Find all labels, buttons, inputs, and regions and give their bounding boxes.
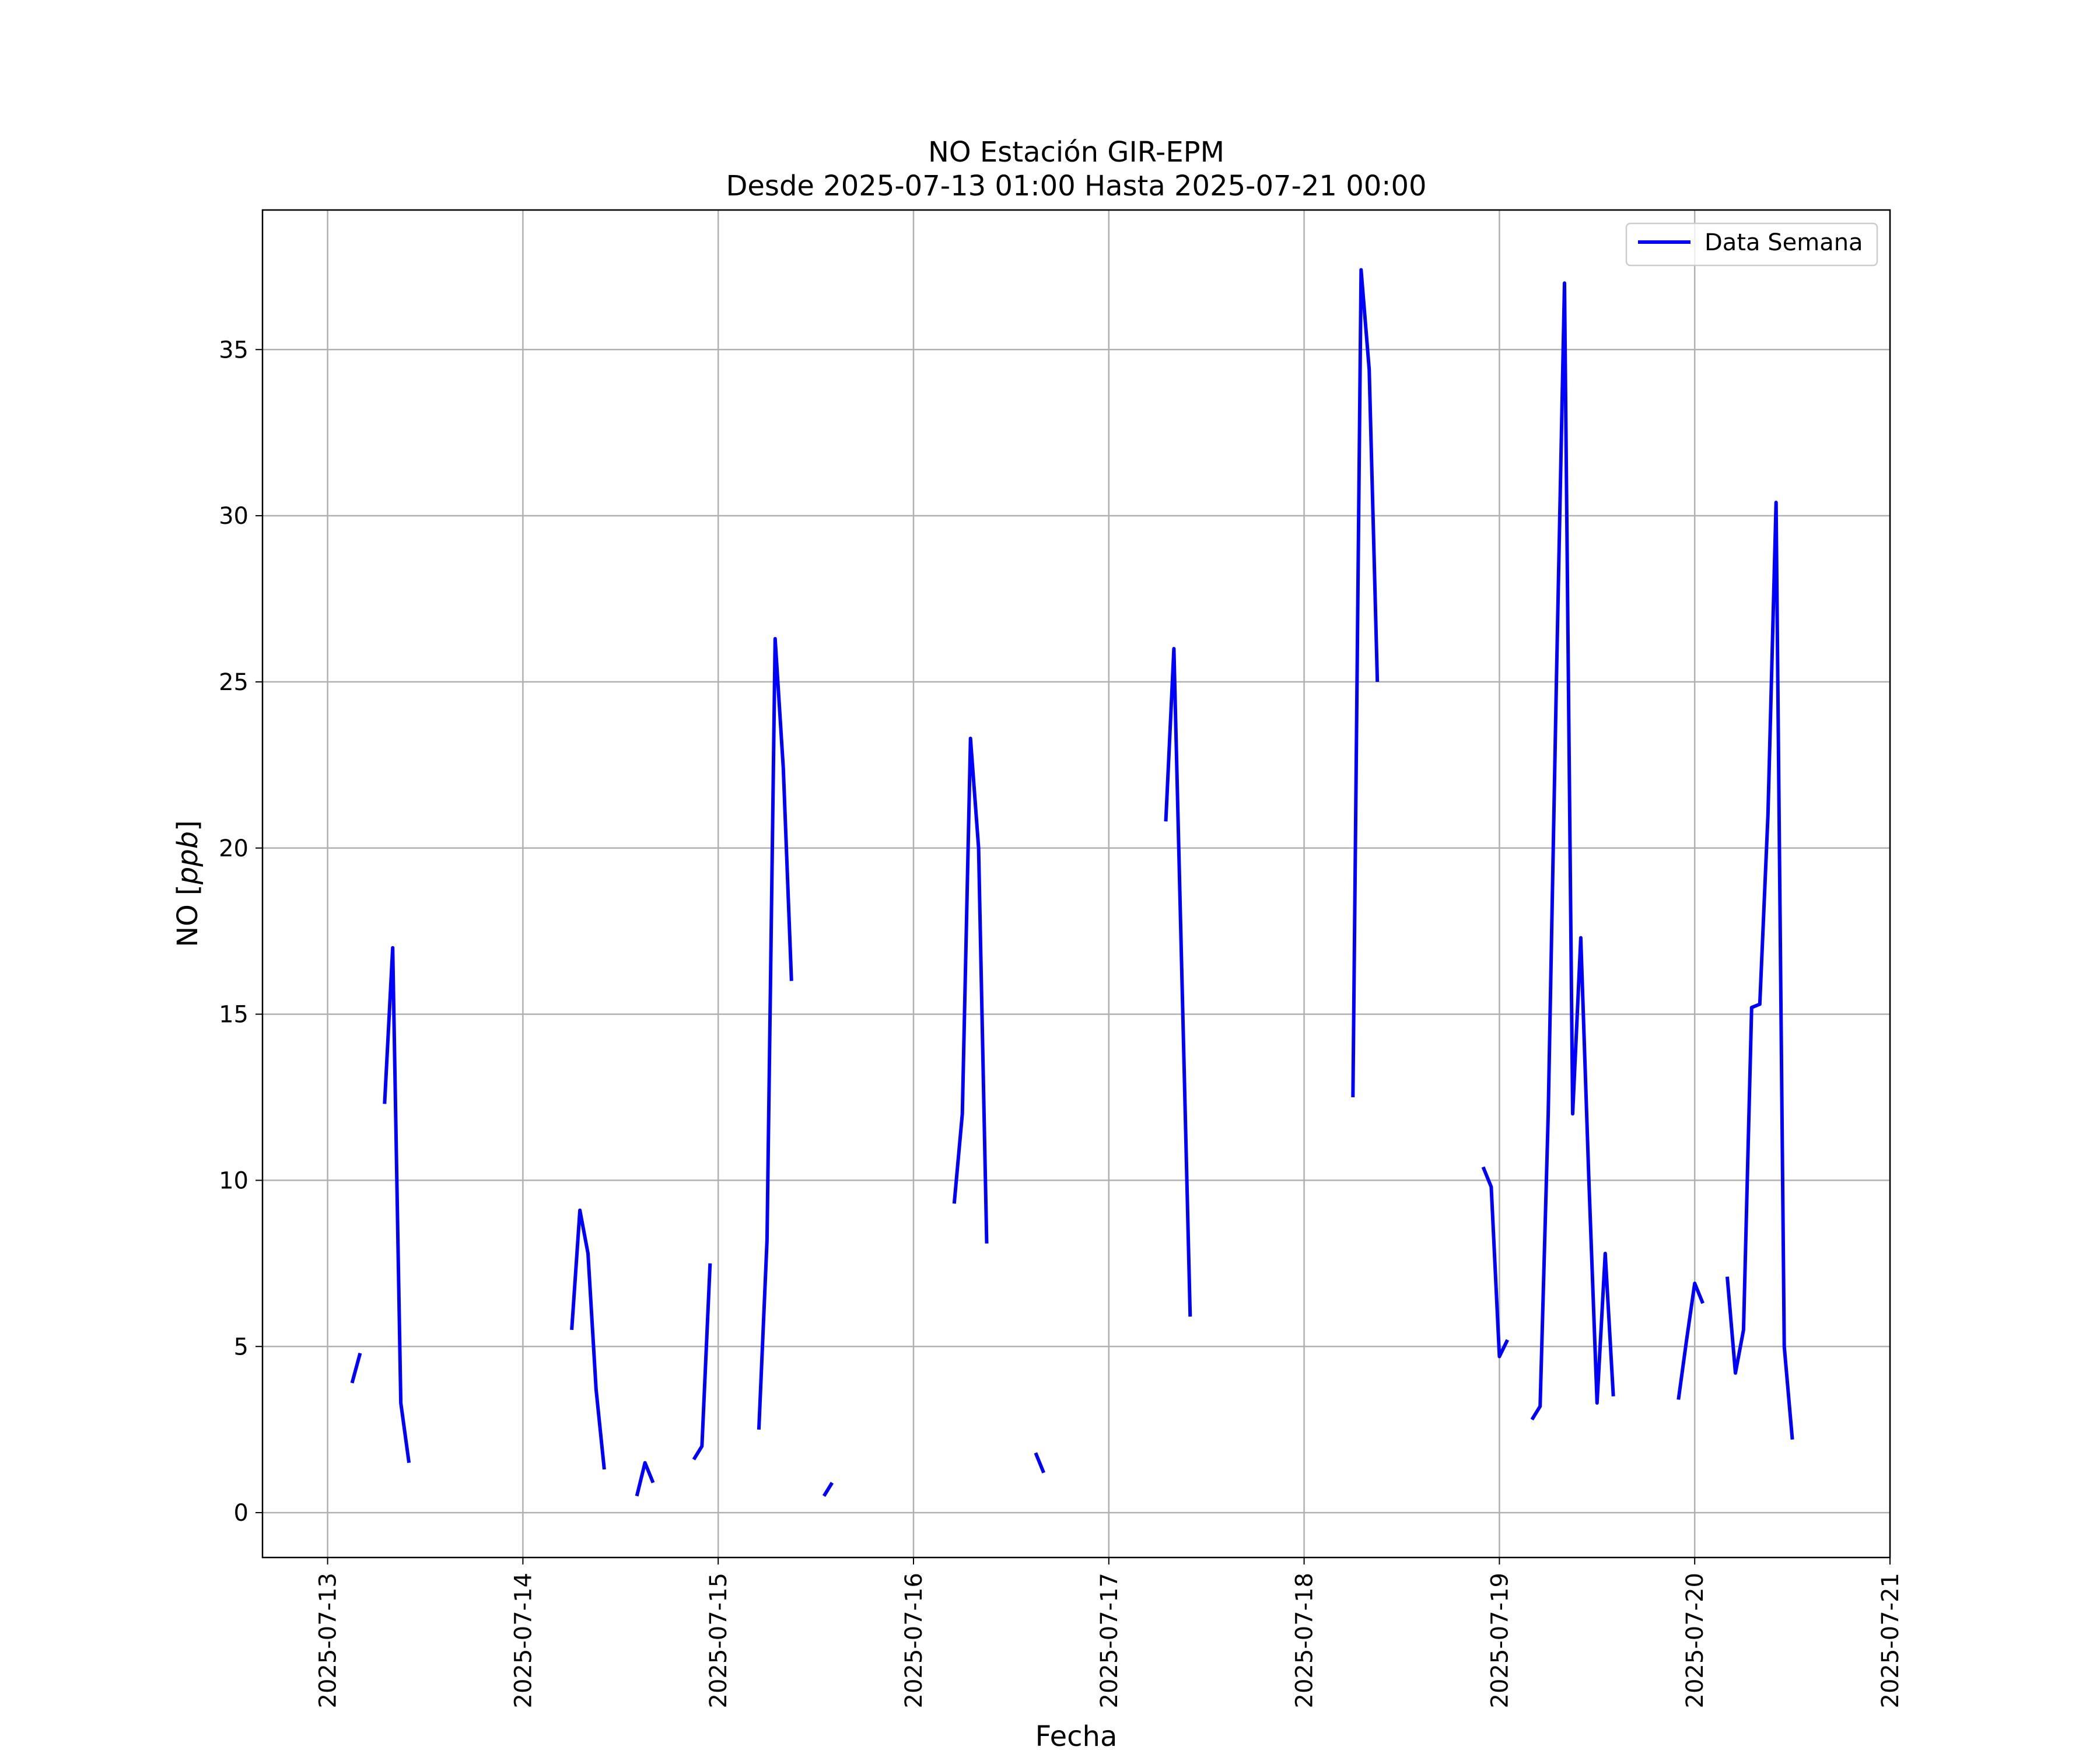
plot-frame <box>261 209 1891 1559</box>
legend-label: Data Semana <box>1704 229 1863 256</box>
legend: Data Semana <box>1625 222 1878 267</box>
series-line-segment <box>1726 501 1794 1440</box>
series-line-segment <box>1530 281 1615 1421</box>
y-tick-label: 20 <box>219 835 249 862</box>
x-tick-label: 2025-07-21 <box>1877 1573 1904 1708</box>
y-tick-label: 30 <box>219 503 249 530</box>
series-line-segment <box>1481 1166 1509 1359</box>
series-line-segment <box>635 1461 655 1497</box>
plot-area-background <box>262 210 1890 1558</box>
y-axis-title-prefix: NO [ <box>172 884 204 947</box>
axis-ticks: 2025-07-13 2025-07-14 2025-07-15 2025-07-16… <box>219 337 1904 1708</box>
y-tick-label: 5 <box>234 1334 249 1360</box>
legend-box <box>1625 222 1878 267</box>
y-axis-title: NO [ppb] <box>172 820 204 947</box>
series-line-segment <box>952 736 989 1244</box>
x-tick-label: 2025-07-17 <box>1096 1573 1123 1708</box>
series-line-segment <box>1676 1282 1704 1400</box>
y-tick-label: 35 <box>219 337 249 363</box>
x-tick-label: 2025-07-20 <box>1682 1573 1709 1708</box>
series-line-segment <box>1034 1452 1045 1474</box>
y-tick-label: 0 <box>234 1500 249 1527</box>
series-data-semana <box>350 268 1794 1497</box>
y-tick-label: 25 <box>219 669 249 696</box>
y-tick-label: 10 <box>219 1167 249 1194</box>
series-line-segment <box>383 946 411 1464</box>
x-tick-label: 2025-07-16 <box>901 1573 928 1708</box>
x-tick-label: 2025-07-19 <box>1486 1573 1513 1708</box>
series-line-segment <box>1164 647 1192 1317</box>
y-tick-label: 15 <box>219 1002 249 1028</box>
series-line-segment <box>350 1352 362 1384</box>
chart-title: NO Estación GIR-EPM <box>928 136 1224 169</box>
x-tick-label: 2025-07-13 <box>315 1573 342 1708</box>
series-line-segment <box>1351 268 1380 1098</box>
y-axis-title-suffix: ] <box>172 820 204 831</box>
series-line-segment <box>757 636 793 1430</box>
series-line-segment <box>692 1263 712 1461</box>
y-axis-title-unit: ppb <box>172 831 204 885</box>
series-line-segment <box>822 1482 834 1497</box>
x-tick-label: 2025-07-18 <box>1292 1573 1318 1708</box>
chart-subtitle: Desde 2025-07-13 01:00 Hasta 2025-07-21 … <box>726 170 1426 202</box>
series-line-segment <box>570 1208 606 1470</box>
x-tick-label: 2025-07-15 <box>705 1573 732 1708</box>
x-tick-label: 2025-07-14 <box>510 1573 537 1708</box>
x-axis-title: Fecha <box>1035 1720 1118 1750</box>
